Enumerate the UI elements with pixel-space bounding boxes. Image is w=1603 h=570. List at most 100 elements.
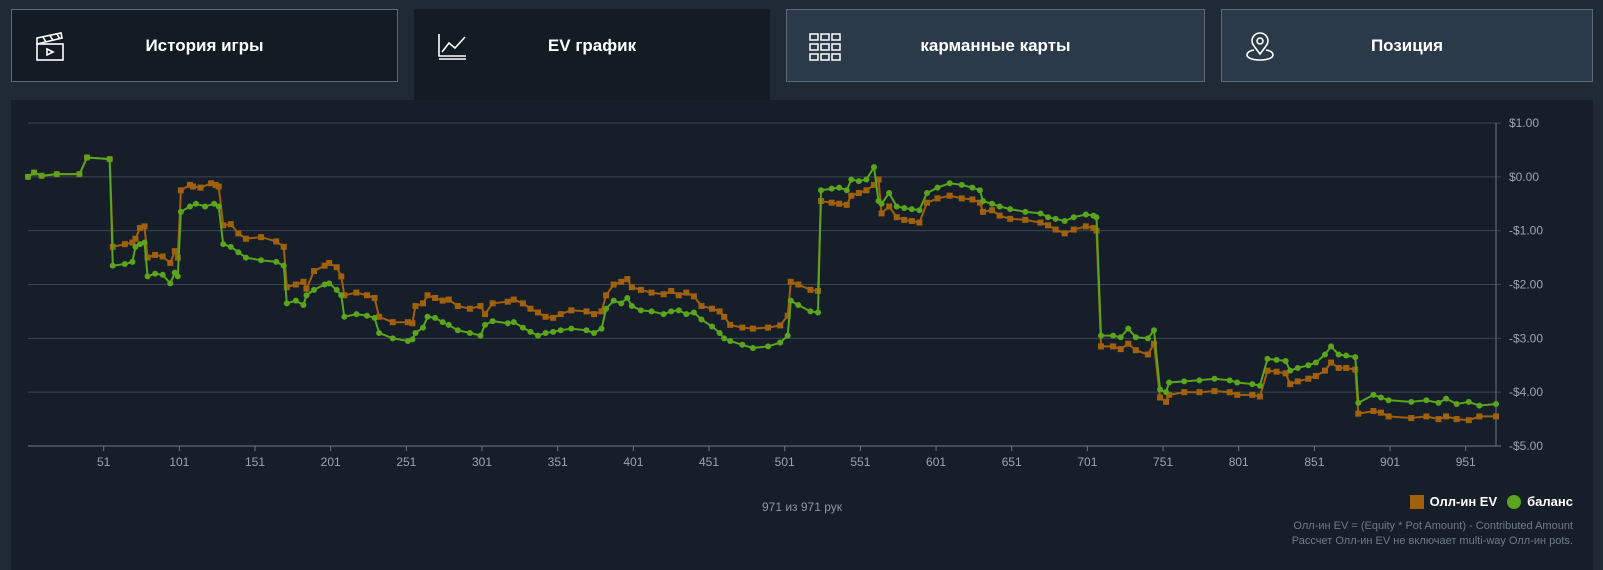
data-point-ev [618, 278, 625, 285]
tab-hole-cards[interactable]: карманные карты [786, 9, 1205, 82]
data-point-balance [242, 254, 249, 261]
data-point-balance [958, 181, 965, 188]
data-point-ev [1022, 216, 1029, 223]
tab-label: карманные карты [920, 35, 1071, 55]
data-point-balance [106, 156, 113, 163]
data-point-balance [1007, 206, 1014, 213]
x-tick-label: 901 [1380, 455, 1400, 469]
data-point-balance [916, 207, 923, 214]
data-point-ev [784, 312, 791, 319]
y-tick-label: -$2.00 [1509, 278, 1543, 292]
x-tick-label: 851 [1304, 455, 1324, 469]
data-point-balance [439, 319, 446, 326]
data-point-balance [828, 185, 835, 192]
x-tick-label: 751 [1153, 455, 1173, 469]
data-point-balance [976, 187, 983, 194]
data-point-ev [660, 291, 667, 298]
data-point-balance [376, 329, 383, 336]
data-point-ev [1150, 340, 1157, 347]
legend-marker-balance[interactable] [1507, 494, 1522, 509]
data-point-ev [624, 276, 631, 283]
data-point-ev [1465, 417, 1472, 424]
data-point-balance [1435, 399, 1442, 406]
data-point-balance [31, 169, 38, 176]
data-point-balance [870, 164, 877, 171]
data-point-ev [598, 308, 605, 315]
data-point-balance [1476, 402, 1483, 409]
data-point-ev [1110, 343, 1117, 350]
data-point-ev [542, 313, 549, 320]
data-point-ev [186, 181, 193, 188]
legend-label-ev[interactable]: Олл-ин EV [1429, 494, 1498, 509]
data-point-balance [527, 328, 534, 335]
data-point-balance [1408, 398, 1415, 405]
data-point-balance [25, 173, 31, 180]
data-point-balance [273, 258, 280, 265]
data-point-ev [504, 298, 511, 305]
data-point-ev [996, 212, 1003, 219]
data-point-ev [1226, 389, 1233, 396]
data-point-ev [1294, 378, 1301, 385]
data-point-ev [341, 292, 348, 299]
tab-game-history[interactable]: История игры [11, 9, 398, 82]
data-point-ev [1476, 413, 1483, 420]
data-point-ev [749, 325, 756, 332]
data-point-balance [901, 205, 908, 212]
data-point-balance [989, 200, 996, 207]
data-point-balance [660, 311, 667, 318]
data-point-ev [477, 303, 484, 310]
data-point-ev [603, 292, 610, 299]
ev-chart: $1.00 $0.00 -$1.00 -$2.00 -$3.00 -$4.00 -$5.00… [25, 116, 1543, 469]
data-point-ev [1305, 375, 1312, 382]
data-point-ev [1370, 408, 1377, 415]
data-point-ev [273, 238, 280, 245]
data-point-balance [668, 308, 675, 315]
data-point-balance [300, 301, 307, 308]
data-point-ev [412, 303, 419, 310]
data-point-balance [843, 187, 850, 194]
data-point-balance [675, 307, 682, 314]
data-point-ev [675, 292, 682, 299]
data-point-balance [1082, 211, 1089, 218]
legend-label-balance[interactable]: баланс [1527, 494, 1573, 509]
data-point-ev [583, 308, 590, 315]
data-point-ev [1196, 389, 1203, 396]
data-point-ev [424, 292, 431, 299]
data-point-ev [389, 319, 396, 326]
data-point-balance [321, 281, 328, 288]
data-point-ev [510, 296, 517, 303]
data-point-balance [489, 318, 496, 325]
data-point-ev [482, 311, 489, 318]
data-point-ev [668, 287, 675, 294]
tab-bar: История игры EV график карманные карты [0, 0, 1603, 100]
ev-formula-note: Олл-ин EV = (Equity * Pot Amount) - Cont… [1293, 520, 1573, 532]
x-tick-label: 251 [396, 455, 416, 469]
data-point-balance [84, 154, 91, 161]
data-point-ev [326, 259, 333, 266]
data-point-balance [1328, 343, 1335, 350]
data-point-ev [1132, 347, 1139, 354]
data-point-balance [979, 198, 986, 205]
data-point-ev [989, 207, 996, 214]
data-point-ev [141, 223, 148, 230]
x-tick-label: 951 [1456, 455, 1476, 469]
data-point-balance [1157, 386, 1164, 393]
data-point-balance [409, 336, 416, 343]
data-point-balance [648, 308, 655, 315]
data-point-ev [311, 268, 318, 275]
data-point-ev [280, 243, 287, 250]
legend-marker-ev[interactable] [1409, 494, 1424, 509]
data-point-balance [519, 324, 526, 331]
data-point-balance [152, 270, 159, 277]
y-tick-label: -$3.00 [1509, 331, 1543, 345]
data-point-balance [690, 309, 697, 316]
data-point-balance [333, 286, 340, 293]
data-point-balance [174, 273, 181, 280]
data-point-balance [716, 329, 723, 336]
data-point-ev [886, 203, 893, 210]
tab-position[interactable]: Позиция [1221, 9, 1593, 82]
data-point-balance [159, 271, 166, 278]
tab-ev-chart[interactable]: EV график [414, 9, 770, 100]
data-point-ev [698, 303, 705, 310]
data-point-ev [787, 278, 794, 285]
